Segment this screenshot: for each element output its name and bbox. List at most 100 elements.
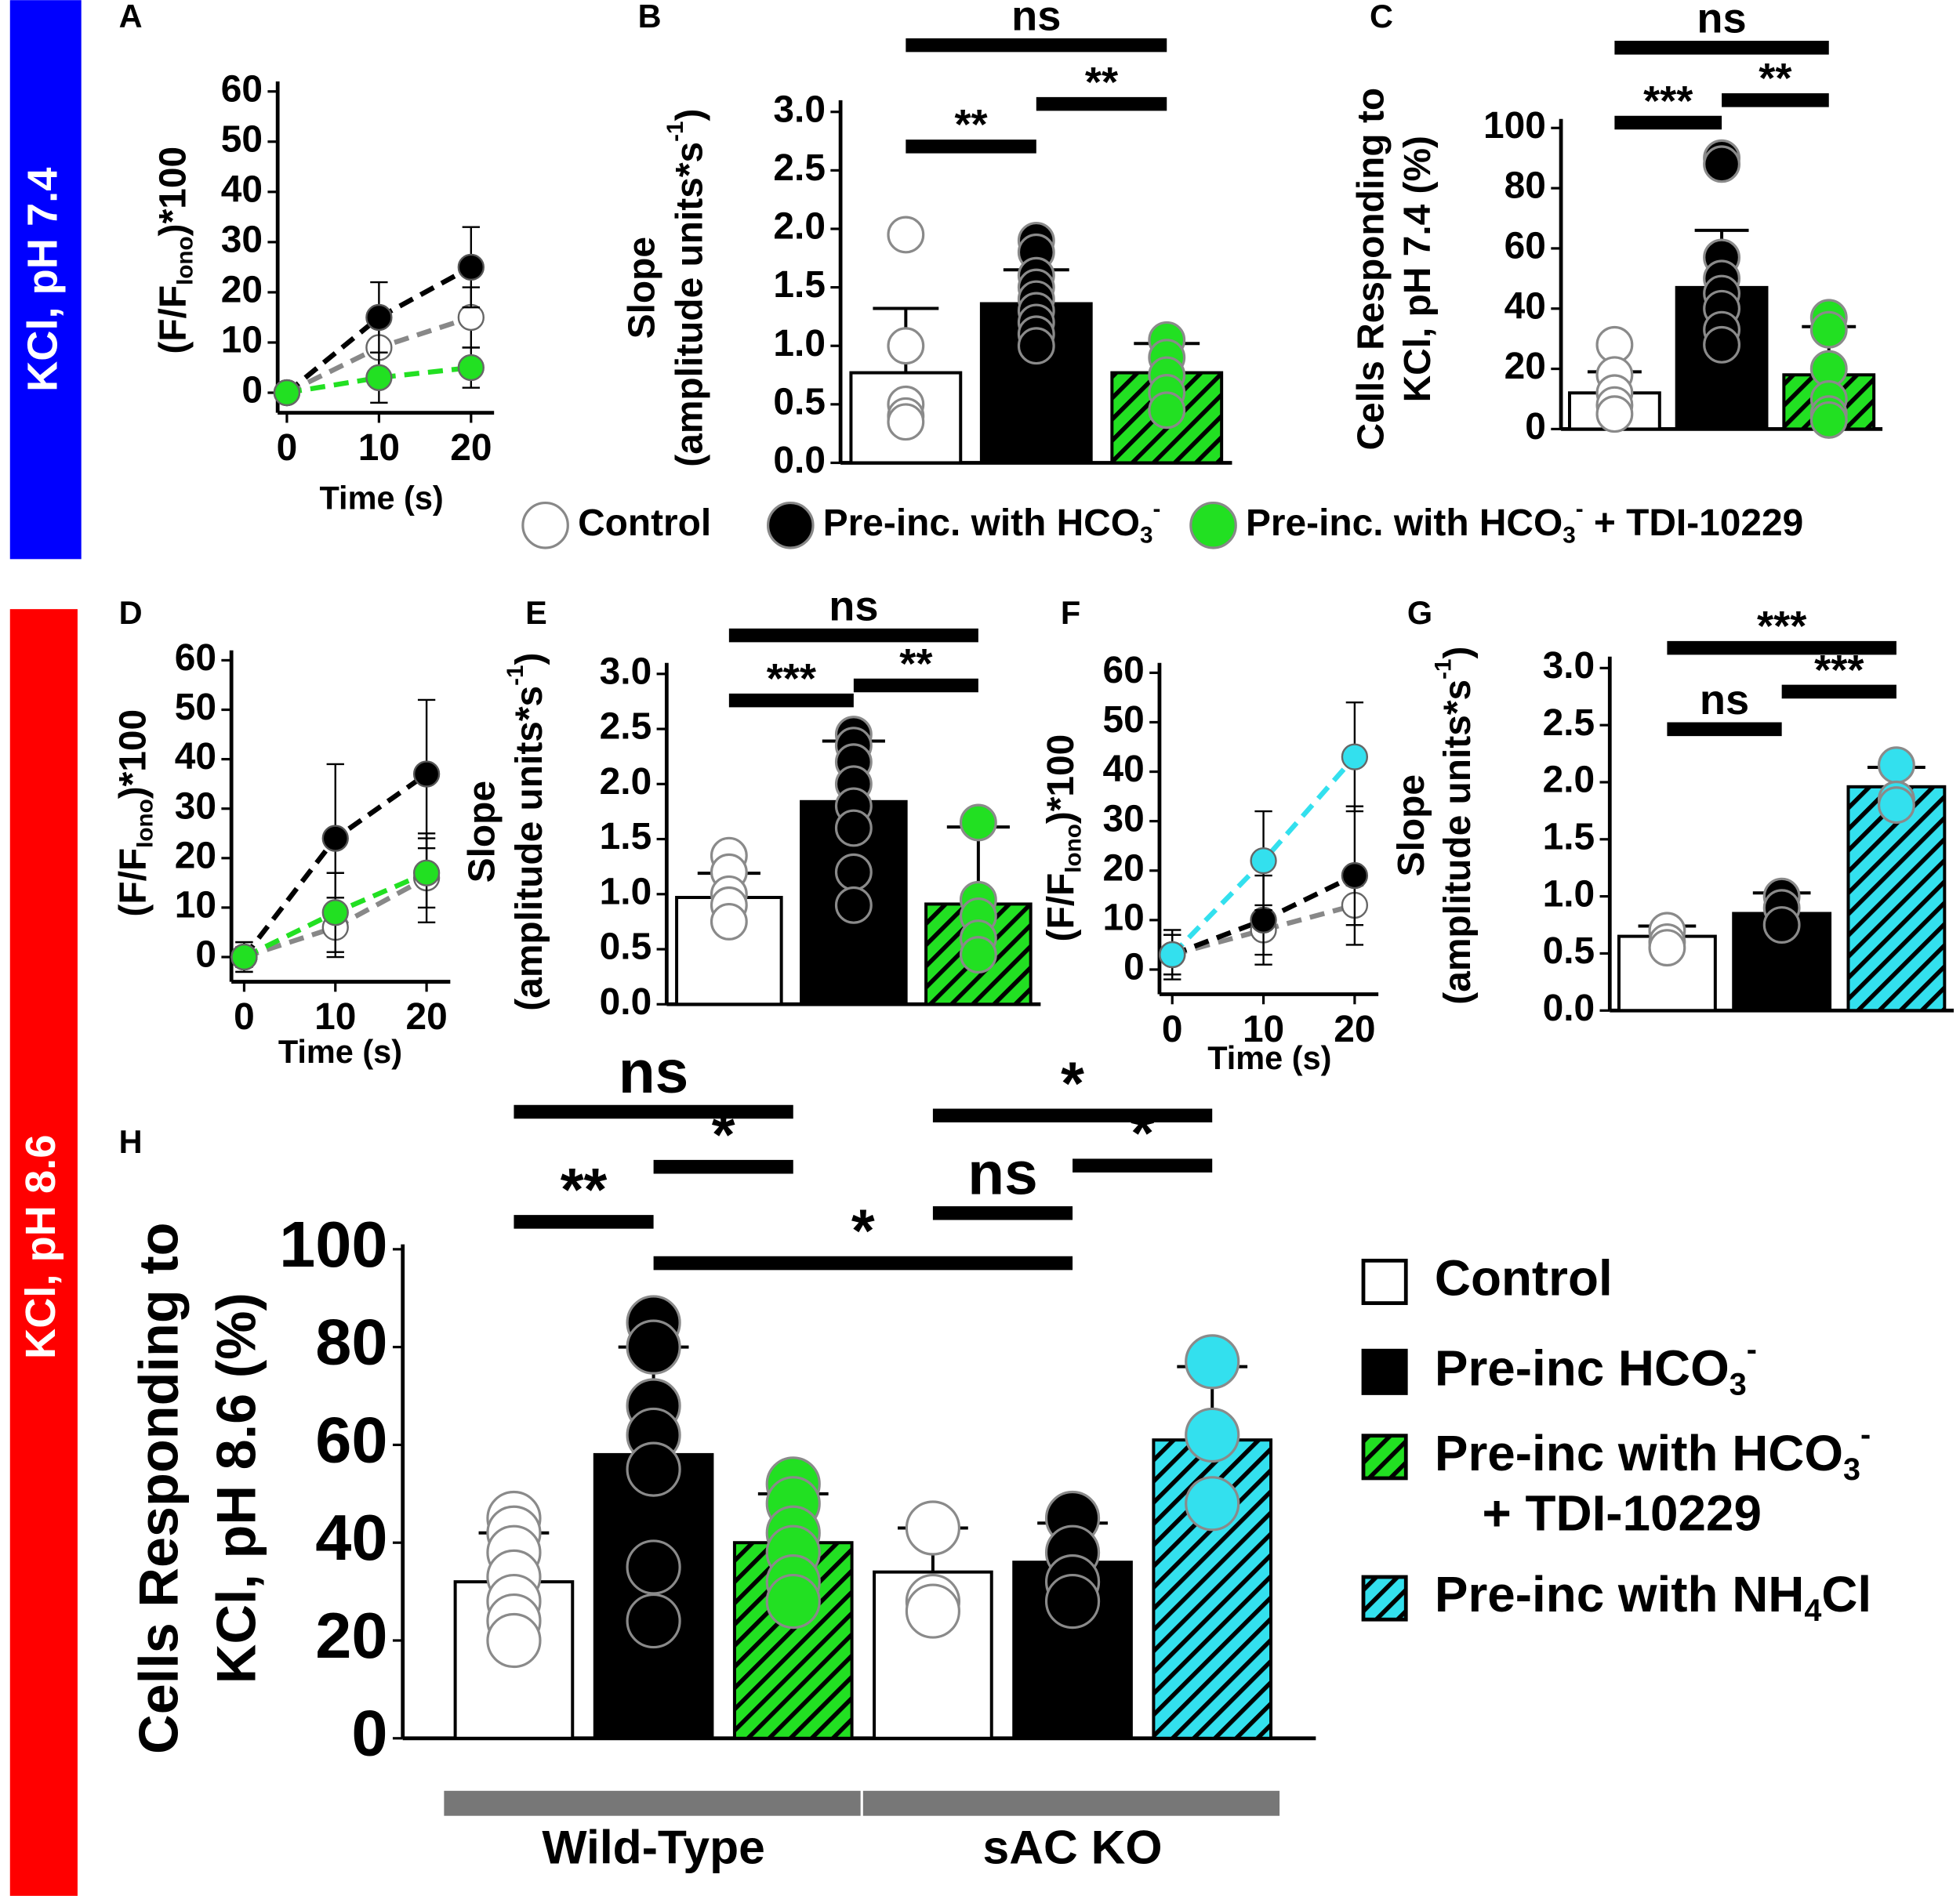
panel-letter: G: [1407, 594, 1432, 631]
legend-label: + TDI-10229: [1483, 1485, 1762, 1541]
y-tick-label: 10: [1103, 897, 1145, 939]
significance-label: **: [1759, 55, 1792, 102]
legend-label: Pre-inc HCO3-: [1435, 1332, 1757, 1402]
data-point: [1185, 1407, 1240, 1463]
data-point: [959, 936, 997, 973]
legend-marker: [1361, 1434, 1408, 1481]
text-part: 3: [1730, 1368, 1747, 1402]
y-tick-label: 30: [221, 219, 263, 261]
significance-label: **: [1085, 59, 1119, 106]
y-axis-label: Slope: [461, 781, 503, 883]
data-point: [1703, 325, 1741, 364]
y-tick-label: 60: [221, 68, 263, 110]
data-point: [834, 853, 873, 891]
y-tick-label: 2.5: [1543, 702, 1595, 744]
legend-marker: [766, 501, 815, 549]
y-tick-label: 40: [175, 736, 216, 778]
y-tick-label: 60: [1103, 650, 1145, 691]
text-part: )*100: [112, 709, 154, 799]
x-axis-label: Time (s): [1207, 1039, 1331, 1076]
data-point: [1341, 743, 1369, 770]
data-point: [1250, 906, 1277, 934]
y-tick-label: 40: [1103, 749, 1145, 790]
significance-label: ns: [829, 582, 878, 629]
data-point: [457, 353, 485, 382]
text-part: ): [669, 109, 710, 121]
y-tick-label: 30: [175, 785, 216, 827]
x-tick-label: 10: [314, 996, 356, 1038]
legend-marker: [1361, 1258, 1408, 1305]
x-tick-label: 20: [1334, 1009, 1375, 1050]
y-tick-label: 60: [1504, 226, 1546, 267]
y-tick-label: 40: [221, 169, 263, 210]
y-tick-label: 20: [315, 1599, 387, 1672]
data-point: [321, 899, 349, 926]
data-point: [273, 379, 301, 407]
y-tick-label: 0.5: [600, 926, 652, 968]
panel-letter: H: [119, 1123, 143, 1160]
y-tick-label: 0: [1525, 406, 1546, 448]
text-part: (amplitude units*s: [669, 142, 710, 467]
text-part: -: [1152, 496, 1160, 522]
y-axis-label: KCl, pH 7.4 (%): [1396, 136, 1438, 402]
x-axis-label: Time (s): [319, 479, 443, 516]
y-tick-label: 0: [351, 1697, 387, 1770]
y-tick-label: 40: [1504, 285, 1546, 327]
y-tick-label: 50: [1103, 699, 1145, 741]
text-part: -: [1860, 1418, 1871, 1452]
text-part: + TDI-10229: [1584, 502, 1804, 544]
data-point: [765, 1573, 821, 1630]
data-point: [1877, 746, 1915, 785]
data-point: [626, 1441, 681, 1497]
text-part: 3: [1563, 522, 1576, 548]
text-part: Iono: [172, 236, 198, 285]
panel-letter: E: [525, 594, 547, 631]
data-point: [905, 1500, 961, 1556]
side-band: [9, 0, 82, 560]
y-axis-label: (F/FIono)*100: [112, 709, 158, 917]
y-tick-label: 3.0: [600, 651, 652, 692]
text-part: Pre-inc. with HCO: [1246, 502, 1563, 544]
text-part: Cells Responding to: [127, 1222, 189, 1754]
text-part: Iono: [132, 799, 158, 848]
y-axis-label: (F/FIono)*100: [1040, 734, 1087, 942]
legend-marker: [1189, 501, 1237, 549]
data-point: [486, 1612, 542, 1669]
y-axis-label: Slope: [621, 237, 662, 339]
y-tick-label: 50: [175, 687, 216, 728]
text-part: (amplitude units*s: [1436, 680, 1478, 1005]
x-tick-label: 0: [277, 427, 298, 469]
significance-label: **: [954, 101, 988, 148]
y-tick-label: 3.0: [1543, 645, 1595, 687]
y-axis-label: Cells Responding to: [127, 1222, 189, 1754]
x-axis-label: Time (s): [278, 1033, 402, 1070]
data-point: [230, 943, 258, 971]
significance-label: ***: [1643, 78, 1693, 125]
side-band: [9, 609, 78, 1896]
text-part: Cl: [1821, 1566, 1871, 1622]
data-point: [1703, 145, 1741, 183]
text-part: -1: [503, 665, 528, 686]
y-tick-label: 100: [279, 1208, 387, 1281]
legend-marker: [521, 501, 569, 549]
y-tick-label: 30: [1103, 798, 1145, 839]
text-part: 3: [1843, 1452, 1860, 1487]
data-point: [1159, 941, 1186, 969]
legend-label: Control: [578, 502, 711, 544]
text-part: )*100: [1040, 734, 1082, 824]
x-tick-label: 10: [1243, 1009, 1284, 1050]
text-part: -1: [662, 121, 688, 142]
significance-label: ns: [1697, 0, 1746, 42]
y-tick-label: 2.0: [773, 206, 826, 248]
y-tick-label: 40: [315, 1501, 387, 1574]
y-tick-label: 80: [315, 1306, 387, 1379]
y-tick-label: 10: [175, 885, 216, 926]
y-tick-label: 1.5: [1543, 816, 1595, 857]
text-part: Pre-inc with HCO: [1435, 1425, 1843, 1481]
y-tick-label: 0.5: [773, 381, 826, 422]
y-tick-label: 20: [175, 835, 216, 876]
y-tick-label: 0.0: [773, 440, 826, 481]
x-tick-label: 0: [234, 996, 255, 1038]
y-axis-label: Cells Responding to: [1350, 88, 1392, 451]
